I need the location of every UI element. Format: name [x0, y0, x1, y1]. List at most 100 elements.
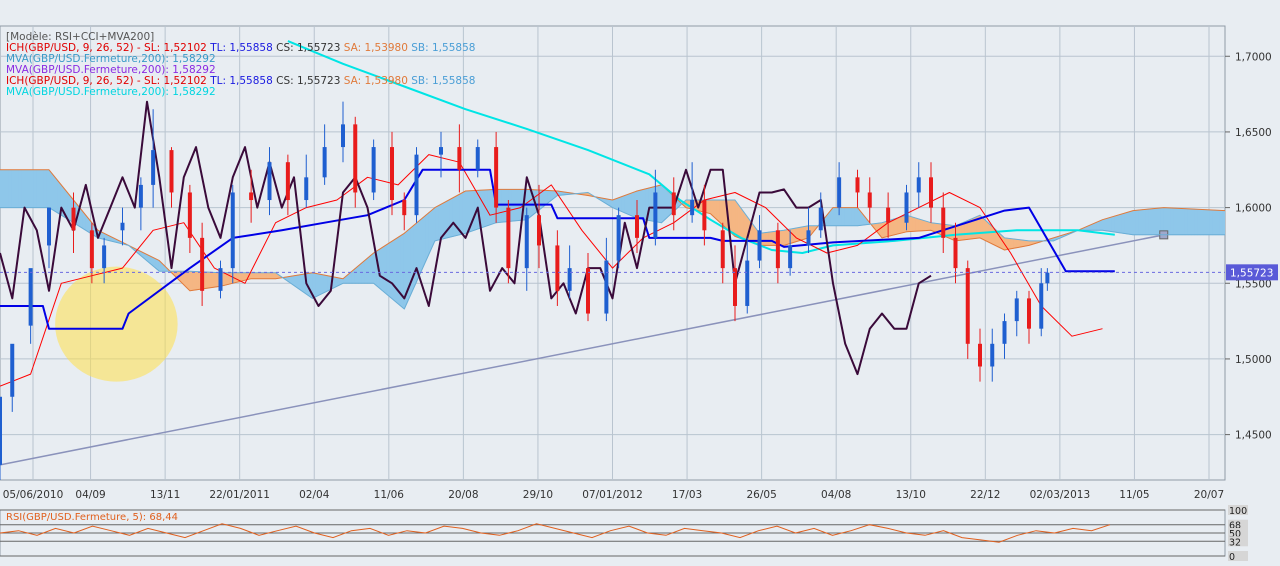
rsi-tick-label: 68 [1229, 521, 1241, 532]
kumo-segment [318, 273, 322, 296]
candle-body [806, 230, 811, 246]
candle-body [990, 343, 995, 367]
kumo-segment [315, 272, 319, 298]
candle-body [494, 147, 499, 208]
kumo-segment [731, 199, 736, 238]
rsi-tick-label: 100 [1229, 506, 1247, 517]
candle-body [71, 207, 76, 231]
kumo-segment [480, 189, 485, 229]
y-tick-label: 1,6000 [1235, 203, 1272, 215]
candle-body [322, 147, 327, 178]
kumo-segment [1145, 208, 1149, 236]
kumo-segment [42, 169, 47, 208]
kumo-segment [1187, 208, 1192, 236]
x-tick-label: 13/10 [896, 489, 926, 501]
x-tick-label: 29/10 [523, 489, 553, 501]
kumo-segment [1102, 218, 1106, 232]
kumo-segment [324, 274, 328, 293]
x-tick-label: 20/07 [1194, 489, 1224, 501]
candle-body [285, 162, 290, 201]
kumo-segment [489, 189, 494, 226]
kumo-segment [848, 207, 852, 227]
kumo-segment [11, 169, 16, 208]
kumo-segment [771, 231, 776, 246]
candle-body [371, 147, 376, 193]
kumo-segment [707, 199, 711, 215]
kumo-segment [918, 218, 923, 232]
kumo-segment [1142, 209, 1146, 236]
candle-body [635, 215, 639, 238]
kumo-segment [927, 221, 932, 231]
kumo-segment [5, 169, 10, 208]
kumo-segment [1007, 237, 1011, 250]
legend-part: ICH(GBP/USD, 9, 26, 52) - SL: 1,52102 [6, 42, 207, 54]
kumo-segment [0, 169, 4, 208]
x-tick-label: 02/04 [299, 489, 330, 501]
kumo-segment [253, 272, 258, 280]
kumo-segment [471, 190, 475, 232]
kumo-segment [1010, 238, 1014, 250]
candle-body [941, 207, 946, 238]
kumo-segment [8, 169, 13, 208]
kumo-segment [2, 169, 7, 208]
x-tick-label: 22/12 [970, 489, 1000, 501]
candle-body [218, 268, 223, 291]
kumo-segment [413, 222, 417, 289]
kumo-segment [1132, 209, 1137, 236]
kumo-segment [642, 188, 647, 221]
kumo-segment [716, 199, 720, 223]
candle-body [120, 222, 125, 231]
candle-body [390, 147, 394, 201]
kumo-segment [1129, 210, 1134, 236]
candle-body [720, 230, 725, 269]
candle-body [653, 192, 658, 238]
candle-body [757, 230, 762, 261]
kumo-segment [462, 190, 466, 235]
legend-part: SA: 1,53980 [340, 42, 408, 54]
kumo-segment [630, 191, 635, 218]
kumo-segment [648, 186, 653, 222]
kumo-segment [802, 225, 806, 241]
candle-body [978, 343, 982, 367]
kumo-segment [661, 184, 665, 224]
candle-body [929, 177, 933, 208]
x-tick-label: 20/08 [448, 489, 478, 501]
kumo-segment [1200, 209, 1204, 236]
candle-body [775, 230, 780, 269]
candle-body [1027, 298, 1031, 329]
legend-part: TL: 1,55858 [207, 42, 273, 54]
kumo-segment [21, 169, 25, 208]
kumo-segment [1138, 209, 1143, 236]
last-price-label: 1,55723 [1230, 267, 1273, 279]
kumo-segment [370, 252, 374, 284]
y-tick-label: 1,7000 [1235, 51, 1272, 63]
kumo-segment [1105, 217, 1109, 232]
candle-body [733, 268, 737, 306]
kumo-segment [1178, 208, 1183, 236]
kumo-segment [465, 190, 469, 234]
candle-body [187, 192, 192, 238]
kumo-segment [844, 207, 849, 227]
candle-body [1014, 298, 1019, 322]
rsi-tick-label: 0 [1229, 552, 1235, 562]
kumo-segment [250, 272, 255, 280]
kumo-segment [639, 189, 644, 220]
legend-part: SB: 1,55858 [408, 42, 476, 54]
kumo-segment [924, 220, 929, 231]
kumo-segment [1181, 208, 1186, 236]
kumo-segment [893, 217, 898, 236]
y-tick-label: 1,5500 [1235, 278, 1272, 290]
candle-body [886, 207, 891, 223]
candle-body [102, 245, 107, 269]
x-tick-label: 05/06/2010 [3, 489, 64, 501]
legend-line: MVA(GBP/USD.Fermeture,200): 1,58292 [6, 64, 216, 76]
candle-body [702, 200, 707, 231]
plot-area [0, 40, 1225, 480]
kumo-segment [501, 189, 506, 223]
kumo-segment [36, 169, 41, 208]
kumo-segment [783, 229, 788, 246]
candle-body [267, 162, 272, 201]
kumo-segment [1209, 209, 1214, 236]
kumo-segment [33, 169, 38, 208]
